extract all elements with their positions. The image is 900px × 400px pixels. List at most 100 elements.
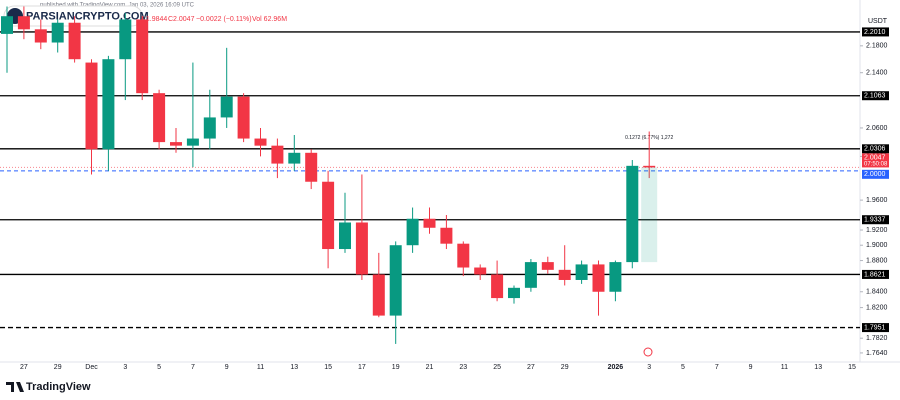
y-tick-label: 1.8800 (866, 257, 888, 264)
x-tick-label: 2026 (608, 364, 624, 371)
x-tick-label: 3 (647, 364, 651, 371)
x-tick-label: 7 (715, 364, 719, 371)
candle-body (1, 16, 13, 34)
candle-body (406, 218, 419, 246)
level-label: 1.8621 (864, 271, 886, 278)
candle-body (541, 262, 554, 270)
x-tick-label: 27 (20, 364, 28, 371)
candle-body (237, 96, 250, 139)
candle-body (592, 264, 605, 292)
candle-body (85, 62, 98, 150)
brand: TradingView (26, 381, 91, 393)
y-tick-label: 2.0600 (866, 125, 888, 132)
x-tick-label: 15 (324, 364, 332, 371)
last-price-label: 2.0047 (864, 154, 886, 161)
x-tick-label: 9 (225, 364, 229, 371)
level-label-box (862, 144, 889, 154)
x-tick-label: 3 (123, 364, 127, 371)
header-low: L1.9844 (142, 16, 167, 23)
header-volume: Vol 62.96M (252, 16, 287, 23)
watermark: PARSIANCRYPTO.COM (26, 10, 149, 22)
candle-body (254, 138, 267, 146)
level-label: 2.1063 (864, 93, 886, 100)
x-tick-label: Dec (85, 364, 98, 371)
candle-body (68, 22, 81, 60)
level-label-box (862, 91, 889, 101)
x-tick-label: 25 (493, 364, 501, 371)
x-tick-label: 15 (848, 364, 856, 371)
candle-body (643, 165, 656, 168)
x-tick-label: 13 (290, 364, 298, 371)
x-tick-label: 5 (157, 364, 161, 371)
header-close: C2.0047 (168, 16, 195, 23)
candle-body (457, 243, 470, 268)
x-tick-label: 21 (426, 364, 434, 371)
candle-body (119, 19, 132, 60)
level-label: 1.9337 (864, 217, 886, 224)
level-label: 2.0306 (864, 146, 886, 153)
candle-body (508, 287, 520, 299)
y-tick-label: 2.1800 (866, 43, 888, 50)
y-tick-label: 1.9200 (866, 227, 888, 234)
candle-body (491, 274, 504, 299)
candle-body (288, 152, 301, 164)
x-tick-label: 5 (681, 364, 685, 371)
candle-body (575, 264, 588, 280)
x-tick-label: 13 (814, 364, 822, 371)
candle-body (389, 245, 402, 316)
x-tick-label: 17 (358, 364, 366, 371)
y-tick-label: 1.7640 (866, 350, 888, 357)
candle-body (355, 222, 368, 275)
candle-body (339, 222, 351, 250)
candle-body (136, 19, 149, 94)
x-tick-label: 29 (54, 364, 62, 371)
candle-body (524, 262, 537, 288)
candle-body (34, 29, 47, 43)
candle-body (322, 181, 335, 250)
x-tick-label: 11 (257, 364, 264, 371)
last-price-box (862, 153, 889, 168)
alert-label: 2.0000 (864, 171, 886, 178)
x-tick-label: 11 (781, 364, 788, 371)
level-label-box (862, 215, 889, 225)
measure-range (641, 167, 658, 263)
candle-body (170, 142, 182, 146)
candle-body (305, 152, 318, 182)
candle-body (17, 16, 30, 30)
candle-body (153, 93, 166, 143)
x-tick-label: 23 (459, 364, 467, 371)
level-label: 1.7951 (864, 324, 886, 331)
level-label-box (862, 269, 889, 279)
candle-body (609, 262, 622, 292)
x-tick-label: 27 (527, 364, 535, 371)
y-tick-label: 1.9000 (866, 242, 888, 249)
y-tick-label: 2.1400 (866, 70, 888, 77)
level-label: 2.2010 (864, 29, 886, 36)
candle-body (626, 165, 639, 263)
x-tick-label: 19 (392, 364, 400, 371)
candle-body (220, 96, 233, 118)
candle-body (186, 138, 199, 146)
header-change: −0.0022 (−0.11%) (196, 16, 252, 23)
x-tick-label: 29 (561, 364, 569, 371)
candle-body (558, 269, 571, 280)
x-tick-label: 9 (749, 364, 753, 371)
y-tick-label: 1.8400 (866, 289, 888, 296)
currency: USDT (868, 18, 888, 25)
y-tick-label: 1.7820 (866, 335, 888, 342)
level-label-box (862, 27, 889, 37)
candle-body (102, 59, 115, 150)
candle-body (203, 117, 216, 139)
y-tick-label: 1.9600 (866, 197, 888, 204)
candle-body (440, 227, 453, 244)
brand-logo (6, 382, 24, 392)
candle-body (474, 267, 487, 275)
candle-body (372, 274, 385, 316)
candle-body (271, 145, 284, 164)
alert-label-box (862, 169, 889, 179)
candle-body (51, 22, 64, 43)
level-label-box (862, 323, 889, 333)
